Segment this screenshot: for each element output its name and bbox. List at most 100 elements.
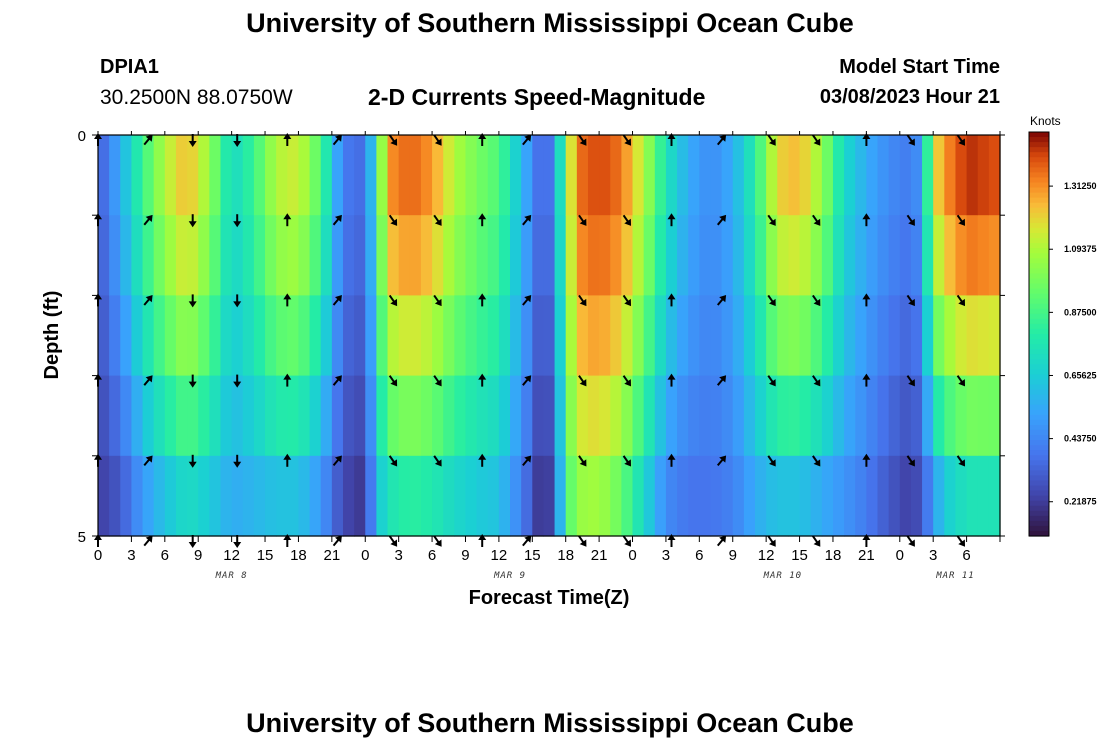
chart-title: 2-D Currents Speed-Magnitude: [368, 84, 706, 110]
heatmap-cell: [420, 135, 433, 216]
colorbar-swatch: [1029, 167, 1049, 173]
heatmap-cell: [342, 455, 355, 537]
heatmap-cell: [966, 215, 979, 296]
heatmap-cell: [420, 295, 433, 377]
heatmap-cell: [866, 135, 879, 216]
current-arrow: [522, 375, 532, 386]
heatmap-cell: [888, 375, 901, 457]
heatmap-cell: [231, 135, 244, 216]
heatmap-cell: [543, 215, 556, 296]
colorbar-swatch: [1029, 530, 1049, 537]
heatmap-cell: [131, 375, 144, 457]
current-arrow: [622, 375, 632, 387]
heatmap-cell: [242, 455, 255, 537]
current-arrow: [478, 534, 487, 547]
colorbar-swatch: [1029, 515, 1049, 522]
heatmap-cell: [821, 215, 834, 296]
heatmap-cell: [454, 295, 467, 377]
current-arrow: [812, 535, 821, 547]
heatmap-cell: [532, 375, 545, 457]
current-arrow: [388, 134, 398, 146]
current-arrow: [716, 134, 727, 146]
x-tick-label: 0: [361, 547, 369, 564]
current-arrow: [433, 294, 442, 307]
current-arrow: [188, 214, 197, 228]
colorbar-swatch: [1029, 475, 1049, 482]
heatmap-cell: [331, 295, 344, 377]
x-tick-label: 9: [194, 547, 202, 564]
heatmap-cell: [443, 375, 455, 457]
heatmap-cell: [331, 375, 344, 457]
colorbar-swatch: [1029, 409, 1049, 416]
heatmap-cell: [788, 295, 801, 377]
colorbar-swatch: [1029, 419, 1049, 426]
current-arrow: [716, 535, 727, 547]
heatmap-cell: [877, 135, 890, 216]
heatmap-cell: [554, 135, 567, 216]
heatmap-cell: [855, 135, 867, 216]
heatmap-cell: [866, 375, 879, 457]
heatmap-cell: [621, 375, 634, 457]
heatmap-cell: [777, 375, 790, 457]
heatmap-cell: [576, 375, 589, 457]
heatmap-cell: [844, 135, 856, 216]
heatmap-cell: [420, 455, 433, 537]
colorbar-swatch: [1029, 288, 1049, 295]
heatmap-cell: [844, 375, 856, 457]
heatmap-cell: [131, 295, 144, 377]
heatmap-cell: [376, 455, 389, 537]
y-tick-label: 5: [78, 529, 86, 546]
colorbar-swatch: [1029, 187, 1049, 194]
heatmap-cell: [877, 215, 890, 296]
current-arrow: [478, 293, 487, 307]
heatmap-cell: [510, 375, 522, 457]
heatmap-cell: [910, 135, 923, 216]
heatmap-cell: [175, 135, 188, 216]
colorbar-swatch: [1029, 404, 1049, 411]
current-arrow: [233, 374, 242, 388]
current-arrow: [283, 213, 292, 227]
heatmap-cell: [276, 215, 288, 296]
heatmap-cell: [599, 295, 611, 377]
heatmap-cell: [287, 215, 300, 296]
heatmap-cell: [409, 375, 422, 457]
heatmap-cell: [532, 215, 545, 296]
heatmap-cell: [699, 135, 712, 216]
colorbar-swatch: [1029, 435, 1049, 441]
heatmap-cell: [398, 295, 411, 377]
heatmap-cell: [120, 135, 133, 216]
heatmap-cell: [253, 215, 266, 296]
heatmap-cell: [654, 295, 667, 377]
heatmap-cell: [376, 215, 389, 296]
heatmap-cell: [443, 455, 455, 537]
current-arrow: [522, 535, 532, 547]
heatmap-cell: [688, 215, 700, 296]
heatmap-cell: [710, 295, 723, 377]
colorbar-swatch: [1029, 495, 1049, 502]
colorbar-tick-label: 1.09375: [1064, 244, 1097, 254]
current-arrow: [283, 293, 292, 307]
heatmap-cell: [933, 215, 945, 296]
heatmap-cell: [109, 135, 121, 216]
current-arrow: [812, 294, 821, 307]
current-arrow: [862, 453, 871, 467]
x-tick-label: 3: [394, 547, 402, 564]
heatmap-cell: [899, 215, 912, 296]
x-tick-label: 15: [791, 547, 808, 564]
heatmap-cell: [743, 455, 756, 537]
heatmap-cell: [922, 135, 934, 216]
heatmap-cell: [766, 215, 778, 296]
colorbar-swatch: [1029, 374, 1049, 381]
heatmap-cell: [632, 455, 645, 537]
heatmap-cell: [131, 135, 144, 216]
heatmap-cell: [977, 215, 990, 296]
heatmap-cell: [320, 215, 333, 296]
heatmap-cell: [933, 135, 945, 216]
colorbar-swatch: [1029, 268, 1049, 274]
heatmap-cell: [98, 295, 110, 377]
heatmap-cell: [432, 215, 444, 296]
heatmap-cell: [142, 135, 155, 216]
heatmap-cell: [465, 375, 478, 457]
heatmap-cell: [287, 135, 300, 216]
x-tick-label: 0: [896, 547, 904, 564]
